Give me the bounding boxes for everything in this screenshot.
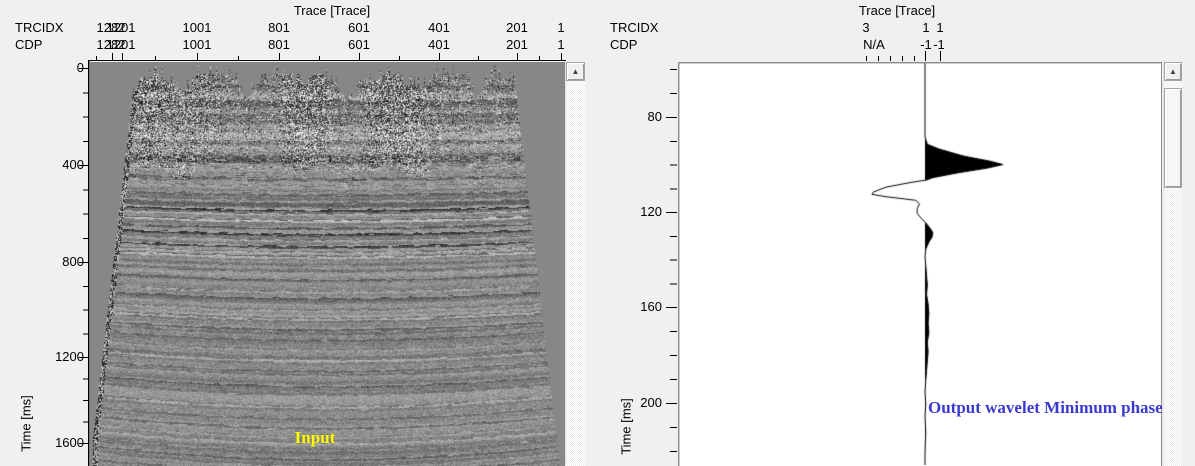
time-tick-label: 1600 [55, 435, 84, 450]
arrow-up-icon: ▲ [1169, 66, 1177, 76]
time-tick-label: 200 [640, 395, 662, 410]
right-trace-axis-title: Trace [Trace] [858, 3, 936, 18]
cdp-header-value: N/A [863, 37, 885, 52]
cdp-header-value: 201 [506, 37, 528, 52]
trace-header-value: 601 [348, 20, 370, 35]
trace-header-value: 1 [922, 20, 930, 35]
cdp-header-value: 1201 [106, 37, 136, 52]
time-tick-label: 160 [640, 299, 662, 314]
cdp-header-value: 1001 [182, 37, 212, 52]
time-tick-label: 120 [640, 204, 662, 219]
time-tick-label: 0 [76, 60, 84, 75]
trace-header-value: 1282 [96, 20, 126, 35]
left-cdp-label: CDP [15, 37, 43, 52]
scrollbar-thumb[interactable] [1164, 88, 1182, 188]
scroll-up-button[interactable]: ▲ [1164, 62, 1182, 81]
scroll-up-button[interactable]: ▲ [566, 62, 585, 81]
cdp-header-value: 1 [557, 37, 565, 52]
time-tick-label: 400 [62, 157, 84, 172]
cdp-header-value: 401 [428, 37, 450, 52]
cdp-header-value: 601 [348, 37, 370, 52]
right-trcidx-label: TRCIDX [610, 20, 659, 35]
input-section-label: Input [294, 428, 336, 447]
trace-header-value: 1201 [106, 20, 136, 35]
seismic-section-canvas [90, 62, 565, 466]
left-trace-axis-title: Trace [Trace] [293, 3, 371, 18]
time-tick-label: 1200 [55, 349, 84, 364]
trace-header-value: 201 [506, 20, 528, 35]
right-cdp-label: CDP [610, 37, 638, 52]
trace-header-value: 801 [268, 20, 290, 35]
left-vertical-scrollbar[interactable]: ▲ [565, 62, 585, 466]
trace-header-value: 3 [862, 20, 870, 35]
trace-header-value: 401 [428, 20, 450, 35]
wavelet-canvas [679, 63, 1160, 465]
cdp-header-value: 801 [268, 37, 290, 52]
trace-header-value: 1001 [182, 20, 212, 35]
cdp-header-value: -1 [933, 37, 945, 52]
arrow-up-icon: ▲ [571, 66, 580, 76]
cdp-header-value: -1 [920, 37, 932, 52]
wavelet-title-label: Output wavelet Minimum phase [928, 398, 1163, 417]
time-tick-label: 80 [647, 109, 662, 124]
trace-header-value: 1 [936, 20, 944, 35]
cdp-header-value: 1282 [96, 37, 126, 52]
left-trcidx-label: TRCIDX [15, 20, 64, 35]
trace-header-value: 1 [557, 20, 565, 35]
wavelet-plot-area [678, 62, 1162, 466]
time-tick-label: 800 [62, 254, 84, 269]
right-vertical-scrollbar[interactable]: ▲ [1163, 62, 1182, 466]
